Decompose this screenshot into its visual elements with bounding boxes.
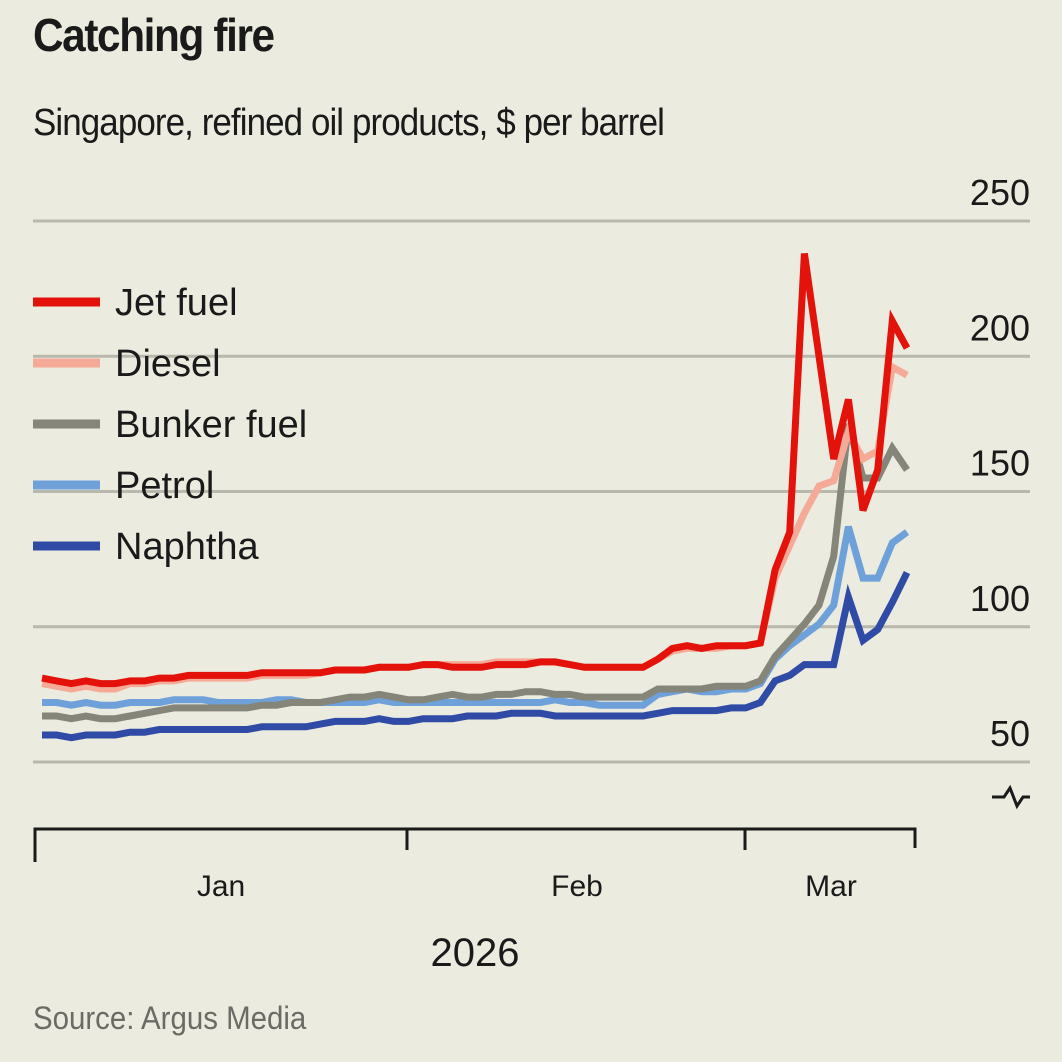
x-axis-year-label: 2026 xyxy=(431,931,520,975)
x-tick-label-jan: Jan xyxy=(197,870,245,903)
y-axis-tick-labels: 50 100 150 200 250 xyxy=(970,172,1030,754)
legend-label-petrol: Petrol xyxy=(115,465,214,507)
chart-subtitle: Singapore, refined oil products, $ per b… xyxy=(33,102,665,144)
y-tick-label-200: 200 xyxy=(970,307,1030,348)
y-tick-label-50: 50 xyxy=(990,713,1030,754)
y-tick-label-250: 250 xyxy=(970,172,1030,213)
legend: Jet fuel Diesel Bunker fuel Petrol Naphtha xyxy=(33,282,307,568)
series-line-bunker-fuel xyxy=(42,422,910,723)
series-lines xyxy=(41,253,911,742)
legend-label-jet-fuel: Jet fuel xyxy=(115,282,238,324)
axis-break-icon xyxy=(992,784,1030,810)
x-tick-label-mar: Mar xyxy=(805,870,857,903)
y-tick-label-100: 100 xyxy=(970,578,1030,619)
series-line-naphtha xyxy=(42,571,911,742)
legend-label-diesel: Diesel xyxy=(115,343,221,385)
y-tick-label-150: 150 xyxy=(970,443,1030,484)
chart-title: Catching fire xyxy=(33,9,275,61)
legend-label-naphtha: Naphtha xyxy=(115,526,260,568)
x-tick-label-feb: Feb xyxy=(551,870,603,903)
x-axis-bracket xyxy=(33,827,917,862)
x-axis: Jan Feb Mar 2026 xyxy=(33,827,917,975)
source-note: Source: Argus Media xyxy=(33,1000,307,1036)
series-line-jet-fuel xyxy=(41,253,911,688)
legend-label-bunker-fuel: Bunker fuel xyxy=(115,404,307,446)
